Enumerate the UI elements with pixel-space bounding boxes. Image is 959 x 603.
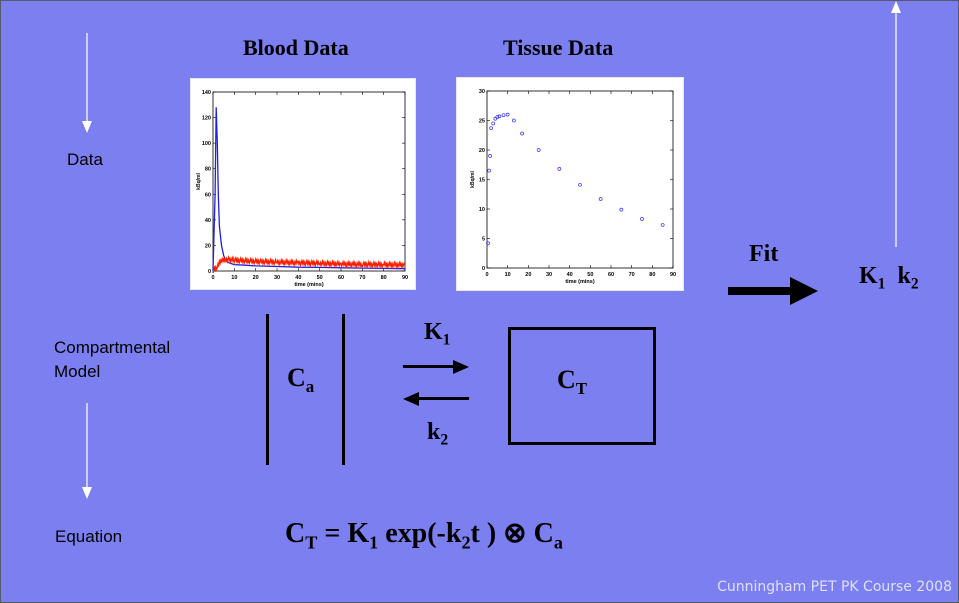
compartment-ct-label: CT <box>557 365 588 398</box>
tissue-data-heading: Tissue Data <box>503 35 614 60</box>
series-line <box>212 255 405 274</box>
label-model-line1: Compartmental <box>54 338 171 357</box>
x-tick-label: 70 <box>359 275 365 281</box>
x-tick-label: 70 <box>629 272 635 278</box>
blood-chart: 0 10 20 30 40 50 60 70 80 90 0 20 40 60 80 100 120 140 tim… <box>191 79 415 289</box>
data-point <box>487 168 491 173</box>
rate-k2-label: k2 <box>427 419 449 449</box>
data-point <box>578 182 582 187</box>
fit-parameters: K1 k2 <box>859 263 919 293</box>
series-line <box>212 107 406 272</box>
y-tick-label: 30 <box>479 89 485 95</box>
data-point <box>660 223 665 227</box>
blood-data-heading: Blood Data <box>243 35 349 60</box>
x-axis-label: time (mins) <box>565 279 595 285</box>
data-point <box>505 112 510 117</box>
y-tick-label: 20 <box>205 243 211 249</box>
data-point <box>598 197 603 201</box>
x-tick-label: 0 <box>211 275 214 281</box>
x-tick-label: 10 <box>505 272 511 278</box>
y-tick-label: 0 <box>482 266 485 272</box>
param-K1: K1 <box>859 263 886 293</box>
arrow-left-k2-icon <box>403 392 469 406</box>
fit-label: Fit <box>749 241 779 267</box>
x-tick-label: 40 <box>295 275 301 281</box>
x-tick-label: 90 <box>402 275 408 281</box>
data-point <box>619 207 624 212</box>
label-equation: Equation <box>55 527 123 546</box>
label-compartmental-model: Compartmental Model <box>54 336 234 384</box>
x-tick-label: 0 <box>485 272 488 278</box>
y-tick-label: 5 <box>482 237 485 243</box>
y-tick-label: 20 <box>479 148 485 154</box>
arrow-up-right-icon <box>891 1 901 247</box>
data-point <box>486 241 490 246</box>
y-tick-label: 80 <box>205 167 211 173</box>
y-tick-label: 40 <box>205 218 211 224</box>
y-axis-label: kBq/ml <box>196 173 202 190</box>
compartment-ct-box <box>508 327 656 445</box>
arrow-right-K1-icon <box>403 360 469 374</box>
data-point <box>495 115 500 119</box>
data-point <box>557 167 562 171</box>
arrow-down-bottom-icon <box>82 403 92 499</box>
data-point <box>520 131 524 136</box>
x-tick-label: 50 <box>587 272 593 278</box>
label-model-line2: Model <box>54 362 101 381</box>
data-point <box>512 118 516 123</box>
data-point <box>501 113 506 118</box>
footer-credit: Cunningham PET PK Course 2008 <box>717 579 952 595</box>
data-point <box>489 126 493 131</box>
data-point <box>491 121 496 126</box>
rate-K1-label: K1 <box>424 319 451 349</box>
fit-arrow-icon <box>728 277 818 305</box>
x-tick-label: 30 <box>274 275 280 281</box>
data-point <box>640 217 644 221</box>
x-tick-label: 80 <box>381 275 387 281</box>
x-tick-label: 20 <box>253 275 259 281</box>
compartment-ca-label: Ca <box>287 363 315 396</box>
ca-right-wall <box>342 314 345 465</box>
x-tick-label: 40 <box>567 272 573 278</box>
x-tick-label: 60 <box>338 275 344 281</box>
data-point <box>493 116 498 121</box>
arrow-down-top-icon <box>82 33 92 133</box>
x-tick-label: 20 <box>525 272 531 278</box>
tissue-chart-svg: 0 10 20 30 40 50 60 70 80 90 0 5 10 15 20 25 30 time (min… <box>470 89 676 285</box>
x-tick-label: 30 <box>546 272 552 278</box>
y-tick-label: 140 <box>202 90 211 96</box>
y-axis-label: kBq/ml <box>470 171 476 188</box>
y-tick-label: 15 <box>479 178 485 184</box>
y-tick-label: 100 <box>202 141 211 147</box>
blood-chart-svg: 0 10 20 30 40 50 60 70 80 90 0 20 40 60 80 100 120 140 tim… <box>196 90 408 288</box>
x-tick-label: 50 <box>317 275 323 281</box>
ca-left-wall <box>266 314 269 465</box>
equation: CT = K1 exp(-k2t ) ⊗ Ca <box>285 518 563 553</box>
y-tick-label: 60 <box>205 192 211 198</box>
x-tick-label: 90 <box>670 272 676 278</box>
plot-frame <box>212 91 406 272</box>
x-tick-label: 80 <box>649 272 655 278</box>
y-tick-label: 120 <box>202 116 211 122</box>
y-tick-label: 25 <box>479 119 485 125</box>
x-tick-label: 10 <box>231 275 237 281</box>
data-point <box>488 154 492 158</box>
y-tick-label: 10 <box>479 207 485 213</box>
y-tick-label: 0 <box>208 269 211 275</box>
data-point <box>497 114 502 119</box>
data-point <box>536 148 541 152</box>
tissue-chart: 0 10 20 30 40 50 60 70 80 90 0 5 10 15 20 25 30 time (min… <box>457 78 683 290</box>
param-k2: k2 <box>897 263 919 293</box>
x-tick-label: 60 <box>608 272 614 278</box>
plot-frame <box>486 90 674 269</box>
x-axis-label: time (mins) <box>294 282 324 288</box>
label-data: Data <box>67 150 103 169</box>
